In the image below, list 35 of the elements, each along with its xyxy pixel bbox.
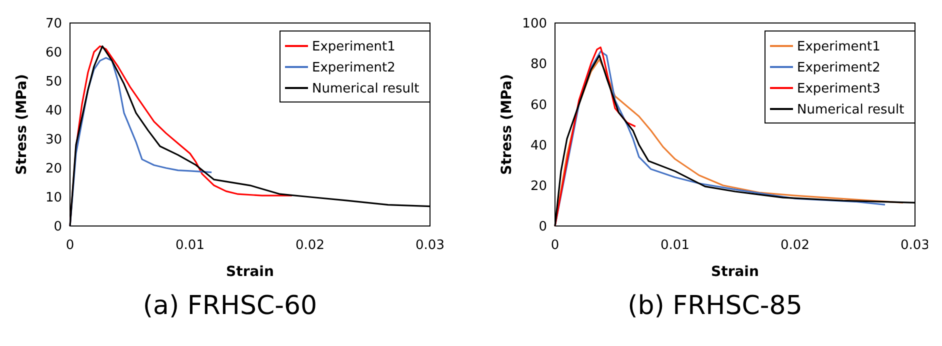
- legend-label: Numerical result: [312, 82, 420, 97]
- legend-label: Experiment3: [797, 82, 880, 97]
- y-tick-label: 20: [530, 178, 547, 194]
- text: (a) FRHSC-60: [142, 291, 318, 321]
- legend-label: Experiment1: [797, 40, 880, 55]
- x-tick-label: 0.02: [296, 238, 324, 253]
- y-tick-label: 30: [45, 132, 62, 148]
- y-tick-label: 80: [530, 57, 547, 72]
- x-tick-label: 0.03: [416, 238, 444, 253]
- y-tick-label: 60: [45, 46, 62, 61]
- y-tick-label: 60: [530, 98, 547, 113]
- x-axis-title: Strain: [711, 264, 759, 280]
- y-tick-label: 40: [530, 138, 547, 154]
- y-tick-label: 70: [45, 16, 62, 32]
- y-axis-title: Stress (MPa): [499, 74, 515, 175]
- y-axis-title: Stress (MPa): [14, 74, 30, 175]
- y-tick-label: 20: [45, 162, 62, 177]
- legend-label: Experiment1: [312, 40, 396, 55]
- y-tick-label: 50: [45, 74, 62, 90]
- legend-label: Experiment2: [312, 60, 396, 76]
- text: (b) FRHSC-85: [628, 291, 802, 321]
- legend-label: Numerical result: [797, 102, 904, 118]
- y-tick-label: 10: [45, 190, 62, 206]
- y-tick-label: 0: [538, 220, 547, 235]
- y-tick-label: 100: [522, 16, 547, 32]
- x-tick-label: 0: [66, 238, 74, 253]
- x-tick-label: 0.01: [660, 238, 690, 253]
- x-axis-title: Strain: [226, 264, 274, 280]
- x-tick-label: 0: [550, 238, 560, 253]
- legend-label: Experiment2: [797, 60, 880, 76]
- x-tick-label: 0.01: [176, 238, 204, 253]
- y-tick-label: 40: [45, 104, 62, 119]
- x-tick-label: 0.02: [780, 238, 810, 253]
- y-tick-label: 0: [54, 220, 62, 235]
- x-tick-label: 0.03: [900, 238, 930, 253]
